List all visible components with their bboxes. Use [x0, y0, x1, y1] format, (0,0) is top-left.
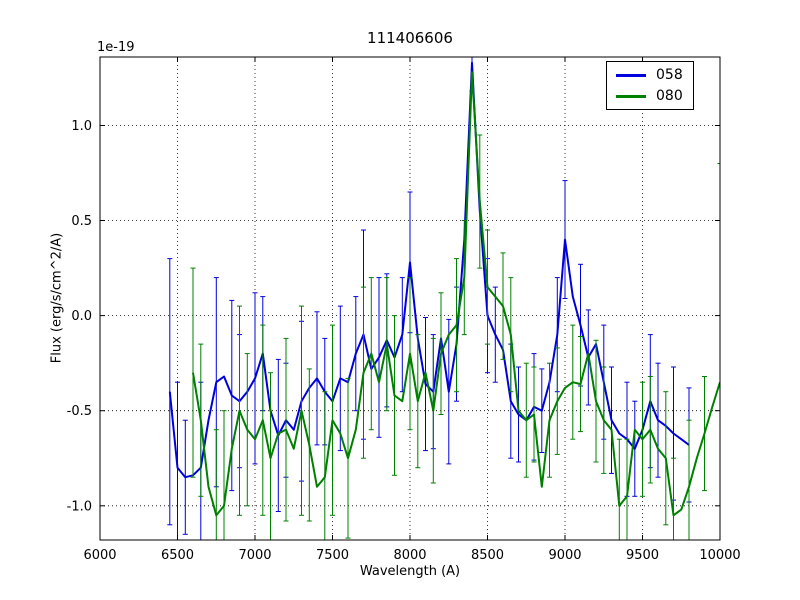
svg-text:-0.5: -0.5: [67, 404, 92, 419]
legend-label-080: 080: [656, 88, 683, 104]
svg-text:6500: 6500: [161, 548, 194, 563]
svg-text:0.0: 0.0: [71, 309, 92, 324]
y-axis-offset-label: 1e-19: [97, 40, 135, 55]
svg-text:7500: 7500: [316, 548, 349, 563]
legend-line-blue-icon: [616, 73, 646, 77]
legend: 058 080: [606, 61, 694, 110]
svg-text:0.5: 0.5: [71, 214, 92, 229]
x-axis-label: Wavelength (A): [359, 564, 461, 579]
tick-labels: 6000 6500 7000 7500 8000 8500 9000 9500 10000 -1.…: [67, 119, 741, 563]
svg-text:6000: 6000: [83, 548, 116, 563]
svg-text:7000: 7000: [238, 548, 271, 563]
legend-item-080: 080: [616, 88, 683, 104]
series-080: [190, 71, 720, 540]
svg-text:-1.0: -1.0: [67, 499, 92, 514]
svg-text:9500: 9500: [626, 548, 659, 563]
chart-title: 111406606: [367, 29, 453, 47]
svg-text:1.0: 1.0: [71, 119, 92, 134]
svg-text:10000: 10000: [699, 548, 740, 563]
legend-item-058: 058: [616, 67, 683, 83]
series-058: [167, 57, 692, 540]
tick-marks: [99, 57, 721, 540]
svg-text:8000: 8000: [393, 548, 426, 563]
legend-line-green-icon: [616, 94, 646, 98]
svg-text:8500: 8500: [471, 548, 504, 563]
legend-label-058: 058: [656, 67, 683, 83]
svg-text:9000: 9000: [548, 548, 581, 563]
